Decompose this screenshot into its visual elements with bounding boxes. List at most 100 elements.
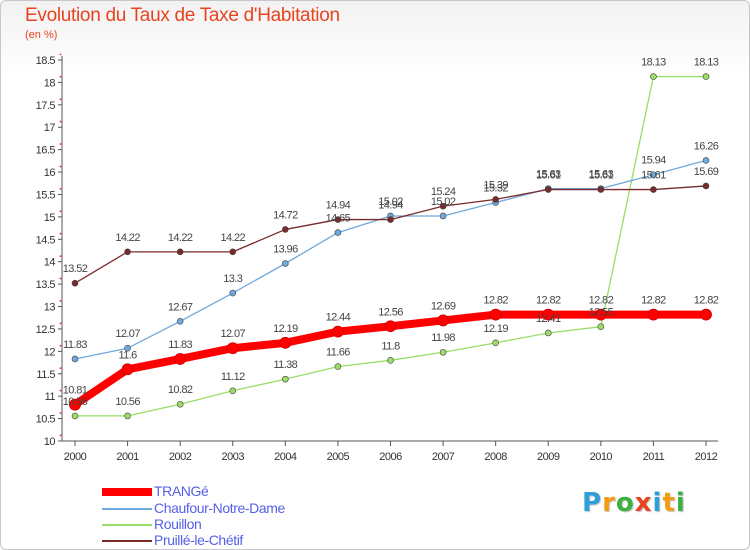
data-label-1: 13.3 (223, 273, 242, 285)
y-minor-tick-dot (59, 53, 62, 56)
series-point-2 (387, 357, 394, 364)
data-label-3: 15.61 (641, 170, 666, 182)
data-label-3: 15.69 (694, 166, 719, 178)
data-label-1: 14.65 (326, 213, 351, 225)
series-point-3 (282, 226, 289, 233)
series-point-1 (229, 289, 237, 297)
series-point-3 (71, 279, 79, 287)
data-label-1: 15.63 (536, 169, 561, 181)
series-point-2 (71, 412, 79, 420)
series-point-0 (69, 398, 81, 411)
series-point-0 (542, 308, 555, 321)
legend-swatch-chaufour (102, 508, 152, 510)
legend-item-pruille: Pruillé-le-Chétif (102, 532, 402, 549)
y-tick-label: 11 (45, 391, 56, 403)
data-label-1: 12.67 (168, 301, 193, 313)
y-minor-tick-dot (59, 143, 62, 145)
series-point-0 (437, 314, 449, 327)
series-point-2 (492, 339, 499, 347)
series-point-2 (176, 400, 184, 408)
y-tick-label: 12 (44, 346, 56, 358)
series-point-0 (594, 308, 607, 321)
legend-swatch-pruille (102, 540, 152, 542)
data-label-0: 12.82 (536, 295, 561, 307)
logo-letter: i (675, 488, 686, 518)
data-label-2: 10.56 (115, 396, 140, 408)
data-label-2: 10.56 (63, 396, 88, 408)
data-label-0: 12.56 (378, 306, 403, 318)
legend-item-rouillon: Rouillon (102, 516, 402, 533)
y-minor-tick-dot (59, 389, 62, 392)
logo-letter: i (652, 488, 663, 518)
series-point-3 (702, 182, 710, 190)
series-point-3 (492, 196, 499, 203)
y-tick-label: 17 (44, 122, 56, 134)
series-point-2 (229, 387, 237, 395)
series-point-0 (279, 336, 292, 349)
data-label-3: 15.61 (589, 170, 614, 182)
data-label-0: 10.81 (63, 385, 88, 397)
series-point-2 (544, 329, 552, 337)
series-point-3 (439, 202, 447, 210)
data-label-0: 12.82 (483, 295, 508, 307)
x-tick-label: 2008 (484, 451, 507, 463)
y-minor-tick-dot (59, 98, 62, 101)
data-label-1: 15.94 (641, 155, 666, 167)
y-minor-tick-dot (59, 187, 62, 190)
data-label-0: 12.82 (589, 295, 614, 307)
legend-swatch-rouillon (102, 524, 152, 526)
series-point-3 (650, 186, 657, 193)
series-point-2 (650, 73, 657, 80)
series-point-2 (597, 323, 605, 331)
data-label-0: 12.69 (431, 300, 456, 312)
series-point-3 (176, 248, 184, 256)
chart-title: Evolution du Taux de Taxe d'Habitation (25, 5, 340, 26)
data-label-1: 13.96 (273, 243, 298, 255)
data-label-2: 11.38 (273, 359, 297, 371)
y-tick-label: 18.5 (36, 55, 56, 67)
y-minor-tick-dot (59, 210, 62, 213)
series-point-1 (71, 355, 79, 363)
series-point-3 (387, 216, 394, 223)
x-tick-label: 2009 (537, 451, 560, 463)
y-tick-label: 14 (44, 257, 56, 269)
series-point-3 (544, 186, 552, 193)
series-point-0 (121, 363, 134, 376)
y-minor-tick-dot (59, 322, 62, 325)
y-tick-label: 10 (44, 436, 56, 448)
legend-label-trange: TRANGé (154, 483, 209, 499)
logo-letter: t (662, 488, 676, 518)
x-tick-label: 2005 (327, 451, 350, 463)
y-tick-label: 12.5 (36, 324, 56, 336)
series-point-2 (702, 73, 710, 80)
data-label-2: 18.13 (641, 57, 666, 69)
x-tick-label: 2012 (695, 451, 718, 463)
data-label-0: 11.83 (168, 339, 192, 351)
x-tick-label: 2006 (379, 451, 402, 463)
data-label-0: 12.19 (273, 323, 298, 335)
y-tick-label: 16.5 (36, 145, 56, 157)
y-minor-tick-dot (59, 300, 62, 302)
series-point-1 (176, 318, 184, 325)
data-label-2: 11.8 (381, 340, 400, 352)
legend-label-rouillon: Rouillon (154, 516, 202, 532)
series-point-2 (124, 412, 131, 420)
series-point-1 (702, 157, 710, 164)
x-tick-label: 2003 (222, 451, 245, 463)
y-minor-tick-dot (59, 165, 62, 168)
data-label-1: 15.63 (589, 169, 614, 181)
y-minor-tick-dot (59, 232, 62, 235)
data-label-2: 12.19 (483, 323, 508, 335)
series-point-0 (174, 353, 187, 365)
y-minor-tick-dot (59, 412, 62, 414)
legend-item-chaufour: Chaufour-Notre-Dame (102, 500, 402, 517)
data-label-3: 15.61 (536, 170, 561, 182)
logo-letter: x (634, 488, 653, 518)
y-minor-tick-dot (59, 344, 62, 347)
series-point-1 (282, 260, 289, 267)
data-label-1: 15.02 (431, 196, 456, 208)
data-label-2: 18.13 (694, 57, 719, 69)
data-label-3: 13.52 (63, 263, 88, 275)
legend-label-chaufour: Chaufour-Notre-Dame (154, 500, 285, 516)
